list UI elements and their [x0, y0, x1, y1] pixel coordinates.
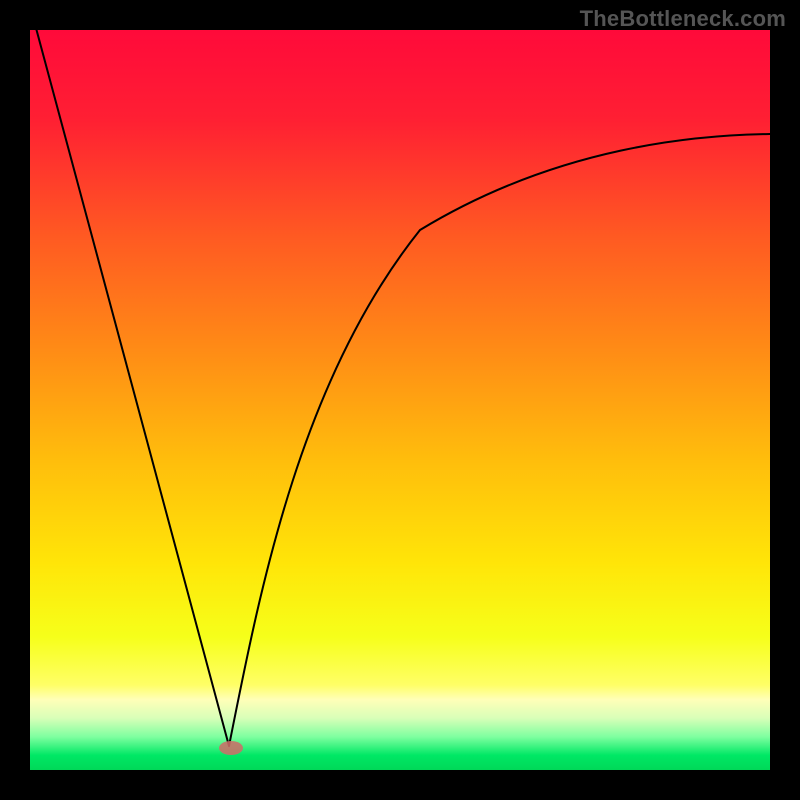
watermark-text: TheBottleneck.com [580, 6, 786, 32]
minimum-marker [219, 741, 243, 755]
bottleneck-chart [0, 0, 800, 800]
plot-background-gradient [30, 30, 770, 770]
